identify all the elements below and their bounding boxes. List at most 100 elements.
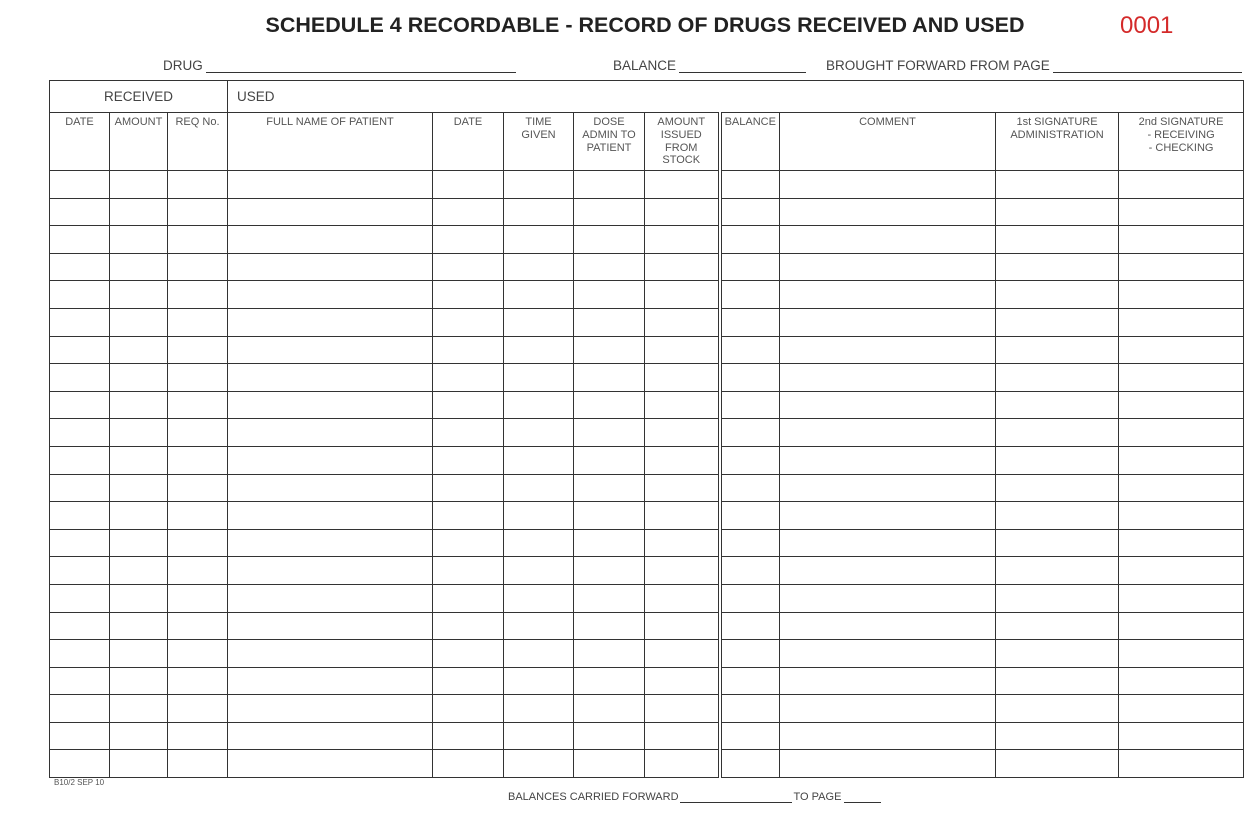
table-cell[interactable] <box>503 694 574 723</box>
table-cell[interactable] <box>719 639 780 668</box>
table-cell[interactable] <box>167 363 228 392</box>
table-cell[interactable] <box>995 280 1119 309</box>
table-cell[interactable] <box>109 749 168 779</box>
carried-forward-input[interactable] <box>679 791 792 803</box>
table-cell[interactable] <box>503 639 574 668</box>
table-cell[interactable] <box>719 694 780 723</box>
table-cell[interactable] <box>573 280 645 309</box>
table-cell[interactable] <box>227 252 433 282</box>
table-cell[interactable] <box>1117 170 1245 199</box>
table-cell[interactable] <box>779 749 996 779</box>
table-cell[interactable] <box>1117 252 1245 282</box>
table-cell[interactable] <box>503 390 574 420</box>
table-cell[interactable] <box>719 307 780 337</box>
table-cell[interactable] <box>227 694 433 723</box>
table-cell[interactable] <box>503 335 574 365</box>
table-cell[interactable] <box>573 225 645 254</box>
table-cell[interactable] <box>995 252 1119 282</box>
table-cell[interactable] <box>227 611 433 641</box>
table-cell[interactable] <box>573 473 645 503</box>
table-cell[interactable] <box>719 445 780 475</box>
balance-input[interactable] <box>679 58 807 73</box>
table-cell[interactable] <box>995 721 1119 751</box>
table-cell[interactable] <box>503 170 574 199</box>
table-cell[interactable] <box>503 501 574 530</box>
table-cell[interactable] <box>109 611 168 641</box>
table-cell[interactable] <box>995 418 1119 447</box>
table-cell[interactable] <box>109 473 168 503</box>
table-cell[interactable] <box>779 473 996 503</box>
brought-forward-input[interactable] <box>1052 58 1242 73</box>
table-cell[interactable] <box>49 749 110 779</box>
table-cell[interactable] <box>503 418 574 447</box>
table-cell[interactable] <box>432 418 504 447</box>
table-cell[interactable] <box>49 225 110 254</box>
table-cell[interactable] <box>49 252 110 282</box>
table-cell[interactable] <box>644 749 722 779</box>
table-cell[interactable] <box>719 501 780 530</box>
table-cell[interactable] <box>49 583 110 613</box>
table-cell[interactable] <box>49 363 110 392</box>
table-cell[interactable] <box>109 694 168 723</box>
table-cell[interactable] <box>167 666 228 696</box>
table-cell[interactable] <box>779 335 996 365</box>
table-cell[interactable] <box>995 528 1119 558</box>
table-cell[interactable] <box>995 694 1119 723</box>
table-cell[interactable] <box>227 501 433 530</box>
table-cell[interactable] <box>573 583 645 613</box>
table-cell[interactable] <box>503 197 574 227</box>
table-cell[interactable] <box>432 363 504 392</box>
table-cell[interactable] <box>995 170 1119 199</box>
table-cell[interactable] <box>644 556 722 585</box>
table-cell[interactable] <box>109 666 168 696</box>
table-cell[interactable] <box>227 445 433 475</box>
table-cell[interactable] <box>167 528 228 558</box>
table-cell[interactable] <box>995 390 1119 420</box>
table-cell[interactable] <box>432 611 504 641</box>
table-cell[interactable] <box>779 170 996 199</box>
table-cell[interactable] <box>432 252 504 282</box>
table-cell[interactable] <box>503 473 574 503</box>
table-cell[interactable] <box>644 473 722 503</box>
table-cell[interactable] <box>503 556 574 585</box>
table-cell[interactable] <box>503 307 574 337</box>
table-cell[interactable] <box>573 363 645 392</box>
table-cell[interactable] <box>644 721 722 751</box>
table-cell[interactable] <box>167 197 228 227</box>
table-cell[interactable] <box>227 225 433 254</box>
table-cell[interactable] <box>1117 749 1245 779</box>
table-cell[interactable] <box>167 170 228 199</box>
table-cell[interactable] <box>644 307 722 337</box>
table-cell[interactable] <box>49 335 110 365</box>
table-cell[interactable] <box>573 694 645 723</box>
table-cell[interactable] <box>779 528 996 558</box>
table-cell[interactable] <box>227 418 433 447</box>
table-cell[interactable] <box>109 307 168 337</box>
table-cell[interactable] <box>109 197 168 227</box>
table-cell[interactable] <box>1117 307 1245 337</box>
table-cell[interactable] <box>109 363 168 392</box>
table-cell[interactable] <box>1117 611 1245 641</box>
table-cell[interactable] <box>779 694 996 723</box>
table-cell[interactable] <box>1117 280 1245 309</box>
table-cell[interactable] <box>1117 363 1245 392</box>
table-cell[interactable] <box>644 252 722 282</box>
table-cell[interactable] <box>719 363 780 392</box>
table-cell[interactable] <box>49 528 110 558</box>
table-cell[interactable] <box>167 445 228 475</box>
table-cell[interactable] <box>644 335 722 365</box>
table-cell[interactable] <box>995 611 1119 641</box>
table-cell[interactable] <box>503 252 574 282</box>
table-cell[interactable] <box>1117 225 1245 254</box>
table-cell[interactable] <box>109 639 168 668</box>
table-cell[interactable] <box>719 252 780 282</box>
table-cell[interactable] <box>779 445 996 475</box>
table-cell[interactable] <box>49 694 110 723</box>
table-cell[interactable] <box>719 583 780 613</box>
table-cell[interactable] <box>719 556 780 585</box>
table-cell[interactable] <box>432 694 504 723</box>
table-cell[interactable] <box>779 197 996 227</box>
table-cell[interactable] <box>1117 197 1245 227</box>
table-cell[interactable] <box>432 721 504 751</box>
table-cell[interactable] <box>432 307 504 337</box>
